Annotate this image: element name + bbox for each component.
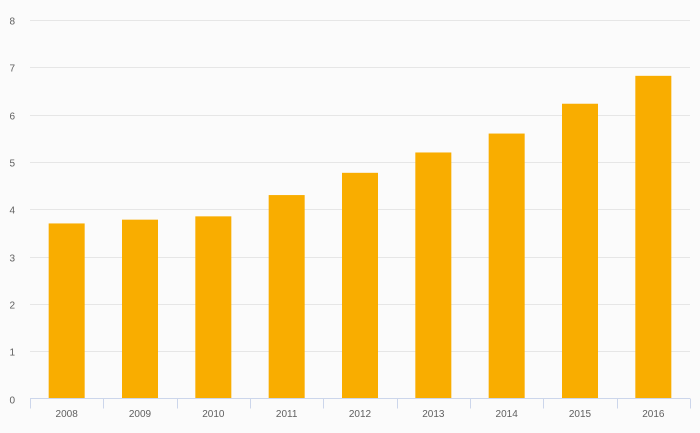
- x-tick-label-2016: 2016: [642, 409, 665, 420]
- y-tick-label-6: 6: [9, 112, 15, 123]
- y-tick-label-0: 0: [9, 396, 15, 407]
- x-tick-label-2010: 2010: [202, 409, 225, 420]
- x-tick-label-2015: 2015: [569, 409, 592, 420]
- x-tick-label-2013: 2013: [422, 409, 445, 420]
- bar-2010[interactable]: [195, 216, 232, 399]
- bars: [48, 75, 672, 399]
- bar-2016[interactable]: [635, 75, 672, 399]
- x-axis: [30, 398, 691, 409]
- x-tick-label-2009: 2009: [129, 409, 152, 420]
- bar-2009[interactable]: [122, 219, 158, 399]
- y-tick-label-2: 2: [9, 301, 15, 312]
- x-tick-label-2008: 2008: [56, 409, 79, 420]
- y-tick-label-4: 4: [9, 206, 15, 217]
- bar-2013[interactable]: [415, 152, 452, 399]
- x-tick-label-2012: 2012: [349, 409, 372, 420]
- x-tick-label-2014: 2014: [496, 409, 519, 420]
- x-tick-label-2011: 2011: [276, 409, 298, 420]
- y-axis-tick-labels: 0 1 2 3 4 5 6 7 8: [9, 17, 15, 407]
- bar-2011[interactable]: [268, 195, 305, 399]
- y-tick-label-8: 8: [9, 17, 15, 28]
- bar-2014[interactable]: [488, 133, 525, 399]
- y-tick-label-7: 7: [9, 64, 15, 75]
- x-axis-tick-labels: 2008 2009 2010 2011 2012 2013 2014 2015 2016: [56, 409, 665, 420]
- bar-2012[interactable]: [342, 172, 378, 399]
- bar-2008[interactable]: [48, 223, 85, 399]
- y-tick-label-1: 1: [9, 348, 15, 359]
- y-tick-label-3: 3: [9, 254, 15, 265]
- bar-2015[interactable]: [562, 103, 598, 399]
- y-tick-label-5: 5: [9, 159, 15, 170]
